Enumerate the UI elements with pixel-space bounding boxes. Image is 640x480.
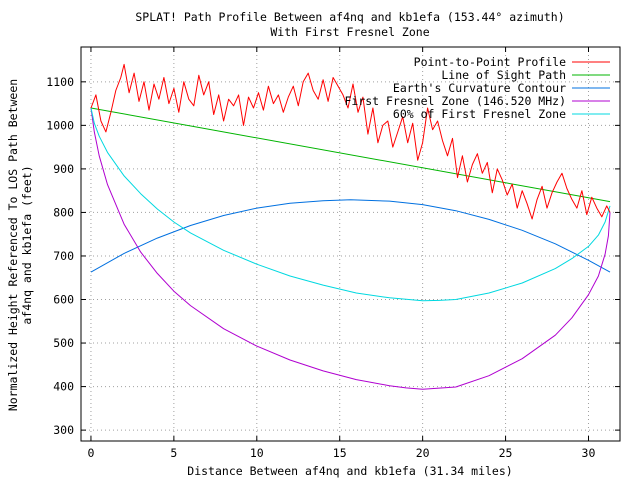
axis-ticks: 0 5 10 15 20 25 30 300 400 500 600 700 800 900 1000 110… [46, 47, 620, 460]
x-tick-label: 15 [333, 446, 347, 460]
plot-frame [80, 46, 621, 442]
x-axis-label: Distance Between af4nq and kb1efa (31.34… [187, 464, 512, 478]
x-tick-label: 30 [582, 446, 596, 460]
y-tick-label: 600 [53, 293, 74, 307]
y-tick-label: 1000 [46, 118, 74, 132]
legend-label: Line of Sight Path [441, 68, 566, 82]
x-tick-label: 20 [416, 446, 430, 460]
series-line-2 [90, 199, 611, 273]
legend-label: First Fresnel Zone (146.520 MHz) [344, 94, 566, 108]
series-line-3 [90, 107, 611, 390]
y-tick-label: 400 [53, 380, 74, 394]
x-tick-label: 25 [499, 446, 513, 460]
chart-title: SPLAT! Path Profile Between af4nq and kb… [135, 10, 564, 24]
x-tick-label: 0 [87, 446, 94, 460]
series-line-1 [90, 107, 611, 203]
y-tick-label: 500 [53, 336, 74, 350]
series-line-4 [90, 107, 611, 302]
y-tick-label: 800 [53, 205, 74, 219]
chart-subtitle: With First Fresnel Zone [270, 25, 429, 39]
y-tick-label: 1100 [46, 75, 74, 89]
x-tick-label: 10 [250, 446, 264, 460]
y-axis-label-line1: Normalized Height Referenced To LOS Path… [6, 79, 20, 411]
y-axis-label-line2: af4nq and kb1efa (feet) [20, 165, 34, 324]
legend-label: 60% of First Fresnel Zone [393, 107, 566, 121]
y-tick-label: 700 [53, 249, 74, 263]
legend-label: Earth's Curvature Contour [393, 81, 566, 95]
y-tick-label: 300 [53, 423, 74, 437]
legend-label: Point-to-Point Profile [414, 55, 566, 69]
y-tick-label: 900 [53, 162, 74, 176]
series-line-0 [90, 63, 611, 220]
x-tick-label: 5 [170, 446, 177, 460]
series-lines [90, 63, 611, 390]
